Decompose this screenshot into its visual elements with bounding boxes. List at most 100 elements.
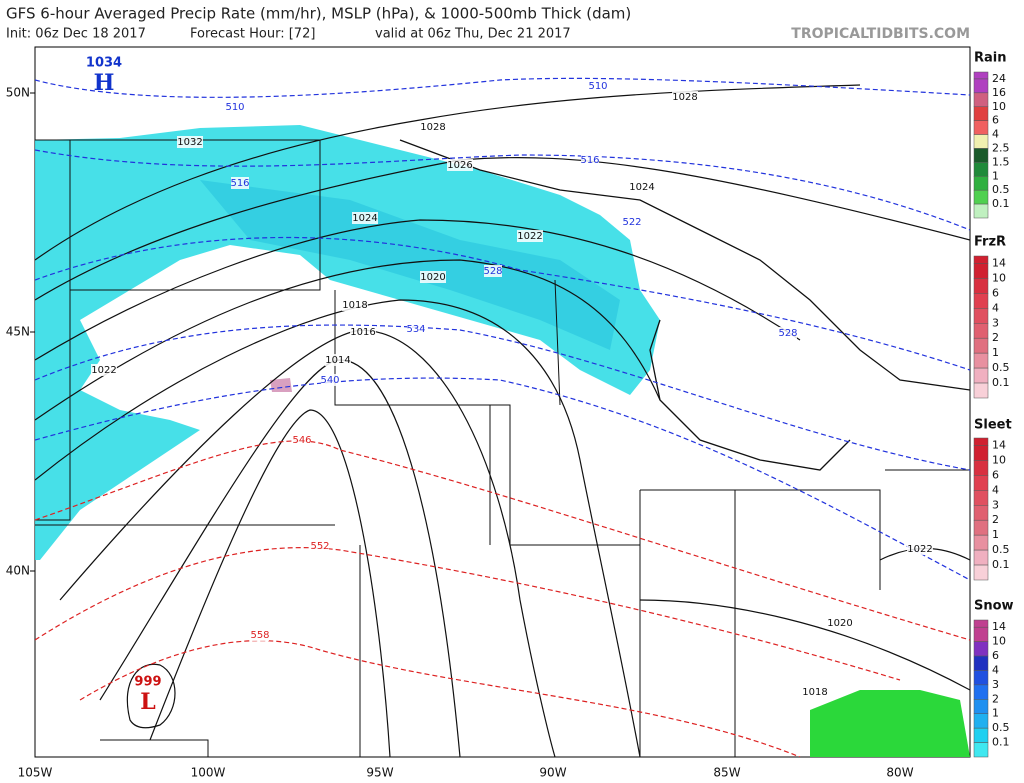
legend-swatch [973, 308, 989, 324]
thickness-label-bg [293, 434, 311, 446]
init: Init: 06z Dec 18 2017 [6, 27, 146, 42]
legend-swatch [973, 323, 989, 339]
legend-level: 0.5 [992, 721, 1010, 734]
legend-swatch [973, 564, 989, 581]
legend-swatch [973, 727, 989, 743]
low-pressure: 999 [134, 675, 161, 690]
legend-swatch [973, 626, 989, 642]
thickness-label-bg [779, 327, 797, 339]
legend-swatch [973, 699, 989, 714]
legend-swatch [973, 475, 989, 491]
thickness-label-bg [581, 154, 599, 166]
isobar-label-bg [827, 617, 853, 629]
thickness-label: 534 [406, 324, 425, 335]
isobar-label: 1024 [352, 213, 377, 224]
legend-swatch [973, 655, 989, 671]
thickness-label: 516 [580, 155, 599, 166]
isobar-label-bg [91, 364, 117, 376]
snow-precip [35, 125, 660, 560]
isobar-label: 1028 [420, 122, 445, 133]
legend-swatch [973, 549, 989, 566]
thickness-label-bg [311, 540, 329, 552]
legend-swatch [973, 148, 989, 163]
isobar-label: 1028 [672, 92, 697, 103]
legend-level: 14 [992, 256, 1006, 269]
legend-level: 2 [992, 513, 999, 526]
longitude-label: 80W [886, 766, 913, 780]
legend-swatch [973, 162, 989, 177]
thickness-lines [35, 77, 970, 757]
legend-level: 10 [992, 100, 1006, 113]
thickness-label: 510 [225, 102, 244, 113]
isobar-label: 1022 [517, 231, 542, 242]
legend-level: 2.5 [992, 141, 1010, 154]
legend-level: 16 [992, 86, 1006, 99]
snow-precip-heavy [200, 180, 620, 350]
isobar-label-bg [352, 212, 378, 224]
isobar-label-bg [907, 543, 933, 555]
legend-swatch [973, 203, 989, 219]
thickness-label-bg [589, 80, 607, 92]
isobar-label-bg [325, 354, 351, 366]
isobar-label-bg [802, 686, 828, 698]
legend-level: 6 [992, 286, 999, 299]
isobar-label-bg [350, 326, 376, 338]
legend-swatch [973, 445, 989, 461]
legend-title: FrzR [974, 235, 1006, 250]
legend-swatch [973, 189, 989, 205]
legend-level: 2 [992, 331, 999, 344]
legend-cap [973, 255, 989, 264]
legend-cap [973, 619, 989, 628]
legend-swatch [973, 490, 989, 506]
legend-swatch [973, 352, 989, 369]
legend-swatch [973, 278, 989, 294]
legend-level: 1.5 [992, 155, 1010, 168]
title: GFS 6-hour Averaged Precip Rate (mm/hr),… [6, 5, 631, 23]
thickness-label: 558 [250, 630, 269, 641]
legend-level: 1 [992, 707, 999, 720]
legend-level: 14 [992, 438, 1006, 451]
high-letter: H [94, 70, 115, 96]
latitude-label: 45N [6, 325, 30, 339]
isobar-label: 1018 [342, 300, 367, 311]
isobar-label-bg [629, 181, 655, 193]
legend-level: 0.1 [992, 558, 1010, 571]
isobar-label-bg [517, 230, 543, 242]
thickness-label: 528 [483, 266, 502, 277]
legend-level: 6 [992, 468, 999, 481]
thickness-label: 540 [320, 375, 339, 386]
legend-level: 14 [992, 620, 1006, 633]
legend-swatch [973, 92, 989, 108]
legend-level: 2 [992, 692, 999, 705]
legend-level: 6 [992, 114, 999, 127]
legend-level: 0.5 [992, 361, 1010, 374]
legend-level: 3 [992, 498, 999, 511]
thickness-label: 546 [292, 435, 311, 446]
thickness-label: 516 [230, 178, 249, 189]
map-frame [34, 46, 971, 758]
longitude-label: 105W [18, 766, 53, 780]
legend-swatch [973, 742, 989, 758]
isobar-label: 1014 [325, 355, 350, 366]
legend-title: Sleet [974, 418, 1012, 433]
legend-level: 0.1 [992, 197, 1010, 210]
legend-swatch [973, 460, 989, 476]
isobar-label: 1032 [177, 137, 202, 148]
legend-swatch [973, 505, 989, 521]
legend-swatch [973, 367, 989, 384]
watermark: TROPICALTIDBITS.COM [791, 26, 970, 42]
thickness-label: 510 [588, 81, 607, 92]
thickness-label-bg [407, 323, 425, 335]
isobar-label-bg [420, 271, 446, 283]
longitude-label: 100W [191, 766, 226, 780]
legend-swatch [973, 534, 989, 551]
thickness-label-bg [321, 374, 339, 386]
thickness-label: 528 [778, 328, 797, 339]
isobar-label-bg [342, 299, 368, 311]
latitude-label: 50N [6, 86, 30, 100]
legend-swatch [973, 120, 989, 135]
legend-level: 1 [992, 528, 999, 541]
thickness-label-bg [484, 265, 502, 277]
legend-swatch [973, 641, 989, 657]
